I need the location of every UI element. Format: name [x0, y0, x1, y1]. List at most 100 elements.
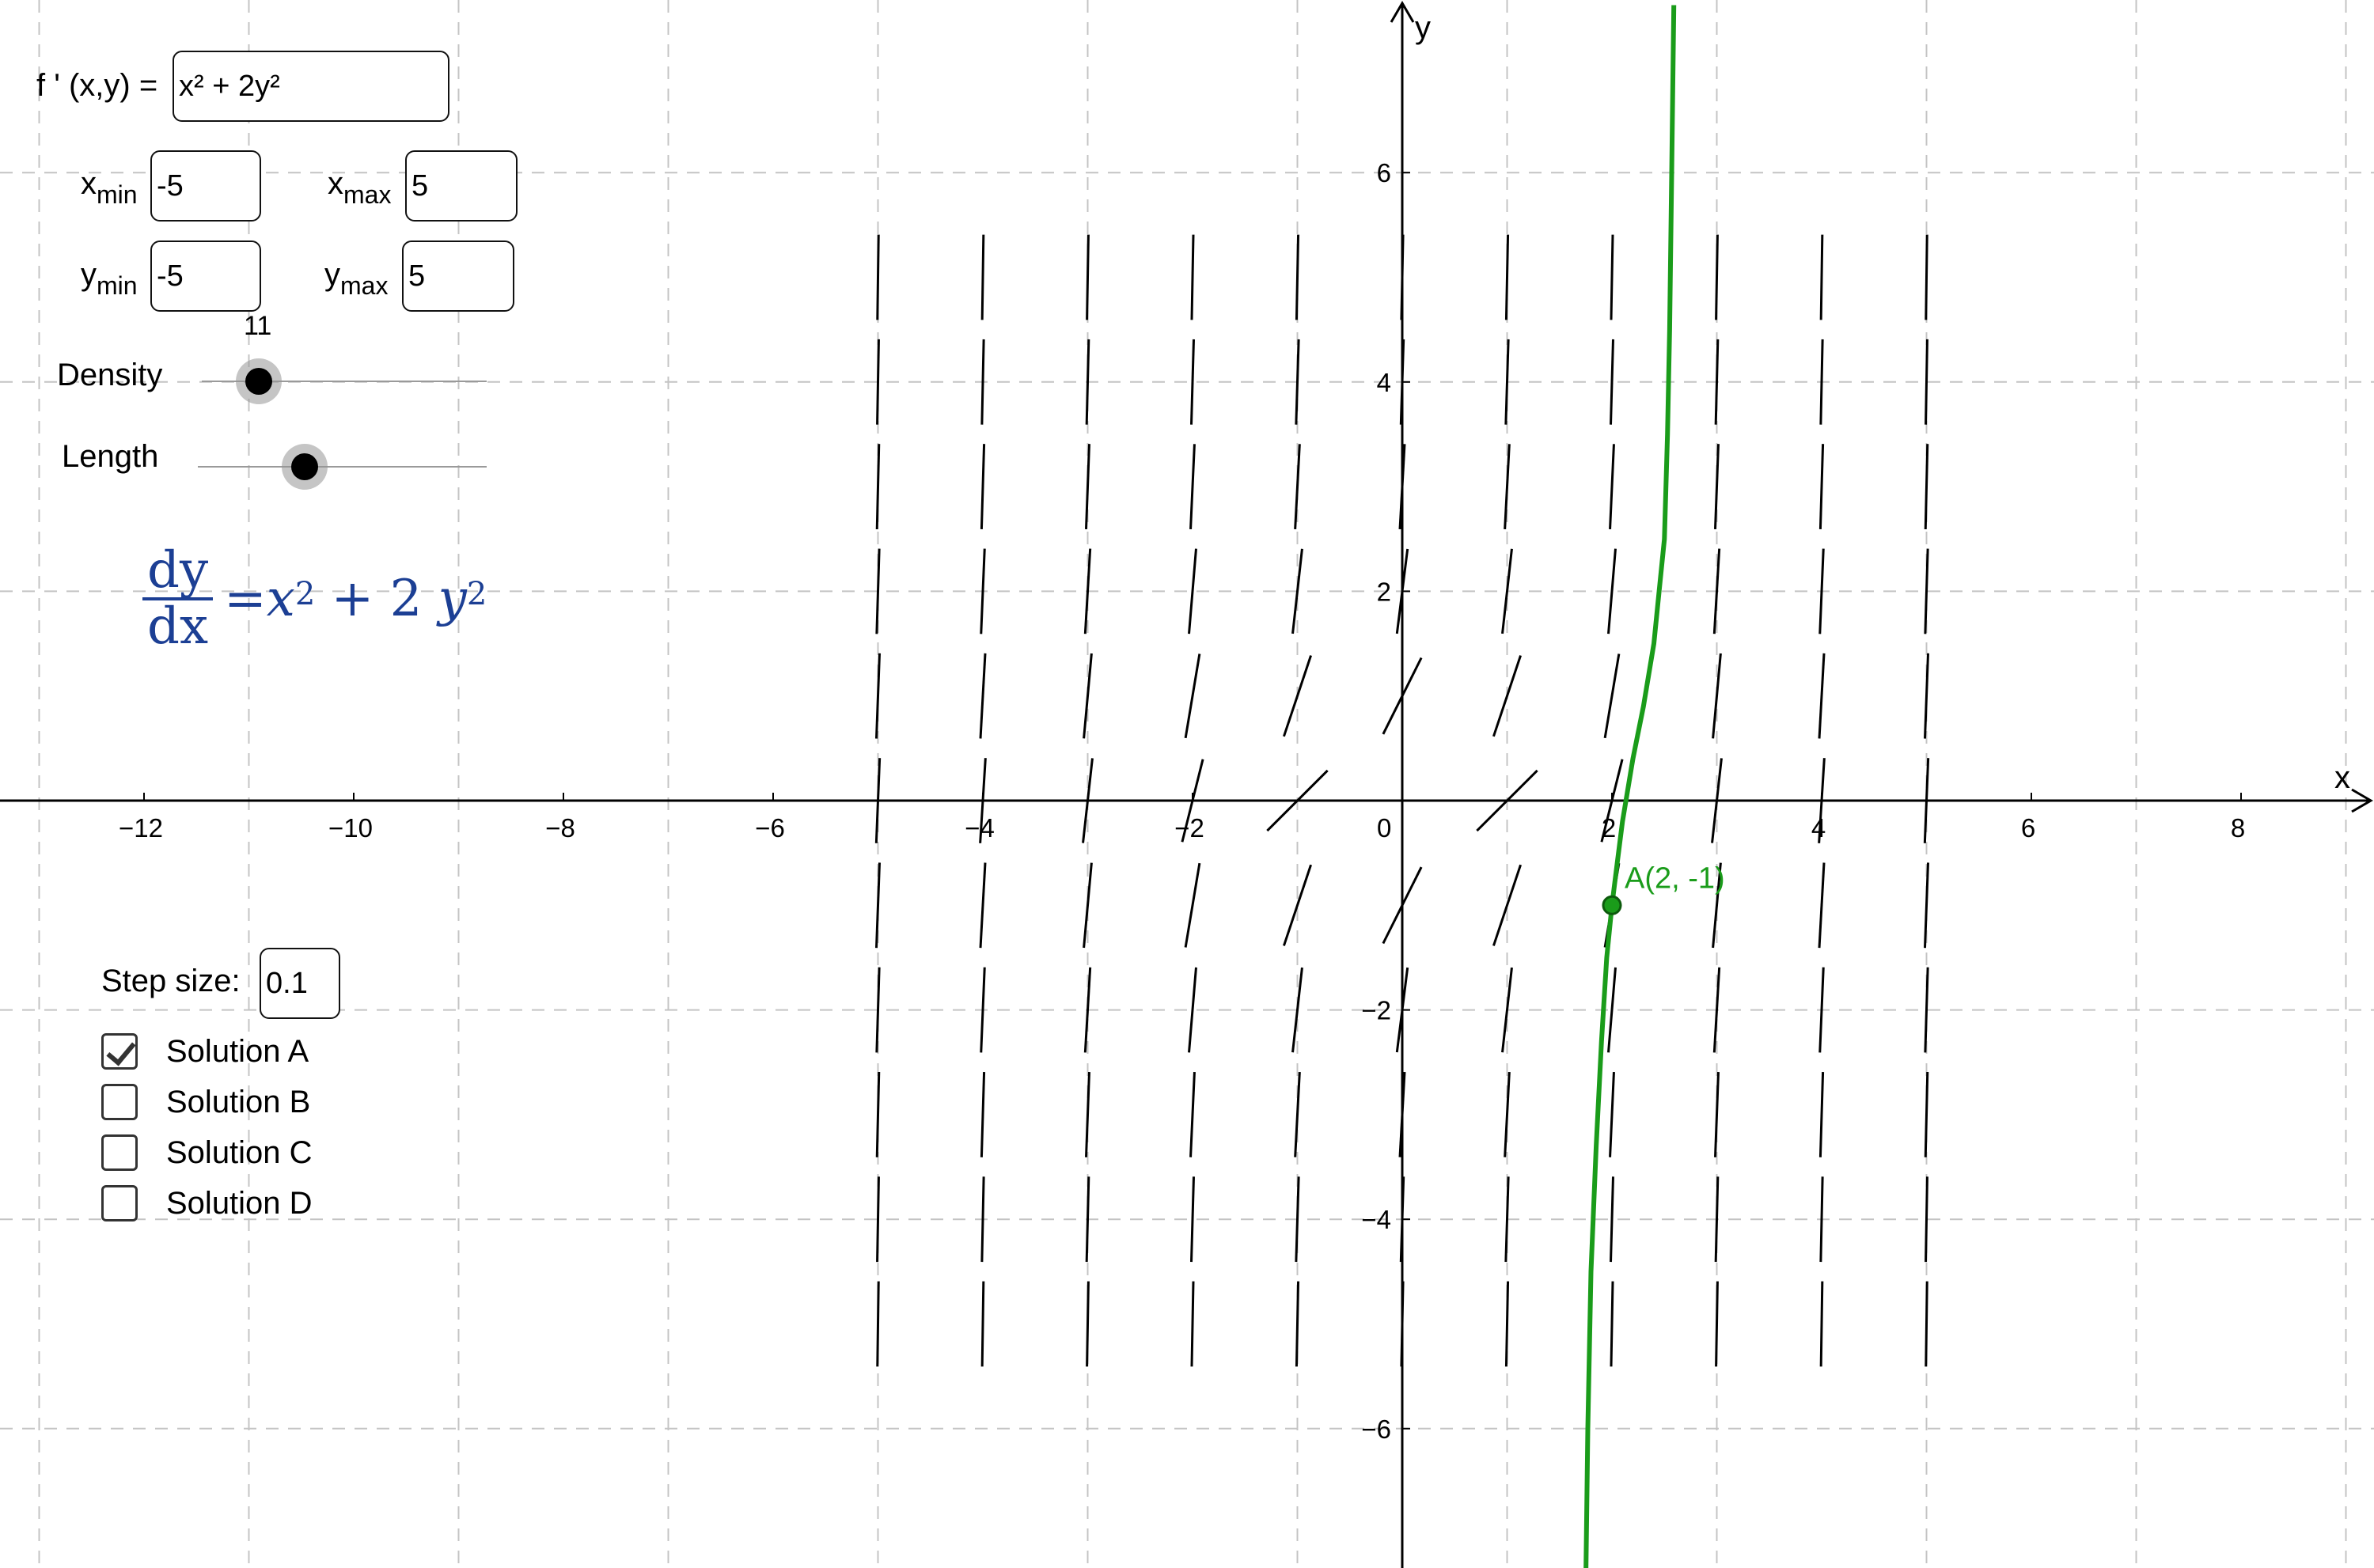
ymax-input[interactable] — [402, 241, 514, 312]
slope-segment — [1190, 1281, 1195, 1367]
slope-segment — [980, 1071, 986, 1157]
slope-segment — [1283, 864, 1312, 946]
equation-y: y — [438, 570, 467, 629]
slope-segment — [875, 967, 881, 1053]
slope-segment — [875, 653, 881, 739]
slope-segment — [1294, 444, 1301, 530]
slope-segment — [1818, 1071, 1825, 1157]
slope-segment — [1923, 758, 1930, 843]
slope-segment — [874, 758, 882, 843]
slope-segment — [980, 444, 986, 530]
solution-c-label: Solution C — [166, 1134, 313, 1170]
solution-a-toggle[interactable]: Solution A — [101, 1033, 309, 1070]
slope-segment — [980, 1176, 985, 1263]
xmin-input[interactable] — [150, 150, 261, 222]
slope-segment — [1399, 1176, 1405, 1263]
slope-segment — [1190, 234, 1195, 320]
slope-segment — [1395, 548, 1409, 634]
slope-segment — [1476, 769, 1538, 832]
density-slider-knob[interactable] — [236, 358, 282, 404]
x-axis-arrow — [2351, 788, 2373, 813]
length-slider[interactable] — [198, 443, 487, 490]
derivative-denominator: dx — [147, 597, 209, 657]
slope-segment — [1400, 1281, 1405, 1367]
slope-segment — [1086, 1281, 1090, 1367]
length-slider-knob[interactable] — [282, 444, 328, 490]
ymin-input[interactable] — [150, 241, 261, 312]
slope-segment — [875, 444, 881, 530]
solution-d-toggle[interactable]: Solution D — [101, 1185, 313, 1221]
length-label: Length — [62, 439, 159, 474]
slope-segment — [979, 862, 987, 949]
slope-segment — [1818, 758, 1826, 843]
slope-segment — [1501, 548, 1513, 634]
xmin-label: xmin — [81, 166, 138, 209]
length-slider-track[interactable] — [198, 466, 487, 468]
slope-segment — [1715, 1281, 1719, 1367]
slope-segment — [1295, 1281, 1300, 1367]
density-slider[interactable] — [202, 358, 487, 405]
slope-segment — [1712, 967, 1721, 1053]
slope-segment — [1610, 234, 1614, 320]
x-tick-label: −12 — [119, 813, 163, 843]
density-slider-track[interactable] — [202, 381, 487, 382]
slope-segment — [1924, 548, 1929, 634]
y-tick-label: −6 — [1361, 1415, 1391, 1444]
solution-c-checkbox[interactable] — [101, 1134, 138, 1171]
step-size-label: Step size: — [101, 964, 241, 998]
density-label: Density — [57, 358, 163, 392]
x-tick-label: −2 — [1174, 813, 1204, 843]
equation-plus-two: + 2 — [315, 570, 438, 629]
slope-segment — [876, 1176, 880, 1263]
slope-segment — [1083, 548, 1092, 634]
slope-segment — [1819, 1281, 1824, 1367]
slope-segment — [1492, 864, 1522, 946]
slope-segment — [1712, 862, 1722, 949]
slope-segment — [1924, 444, 1929, 530]
slope-segment — [1714, 1071, 1720, 1157]
slope-segment — [1501, 967, 1513, 1053]
solution-a-label: Solution A — [166, 1033, 309, 1069]
x-tick-label: −10 — [328, 813, 373, 843]
solution-b-toggle[interactable]: Solution B — [101, 1084, 310, 1120]
y-tick-label: 2 — [1377, 577, 1391, 606]
solution-d-label: Solution D — [166, 1185, 313, 1221]
function-input[interactable] — [173, 51, 449, 122]
point-a[interactable] — [1602, 895, 1622, 915]
slope-segment — [1181, 759, 1204, 843]
slope-segment — [1714, 339, 1720, 425]
solution-b-checkbox[interactable] — [101, 1084, 138, 1120]
slope-segment — [1190, 339, 1195, 425]
solution-d-checkbox[interactable] — [101, 1185, 138, 1221]
y-tick-label: −2 — [1361, 996, 1391, 1025]
solution-a-checkbox[interactable] — [101, 1033, 138, 1070]
slope-segment — [1295, 234, 1300, 320]
slope-segment — [1086, 234, 1090, 320]
equation-y-exponent: 2 — [466, 576, 487, 613]
slope-segment — [1925, 1281, 1928, 1367]
ymax-label: ymax — [324, 257, 389, 300]
slope-segment — [1189, 1071, 1196, 1157]
equation-x: x — [266, 570, 295, 629]
slope-segment — [980, 967, 986, 1053]
slope-segment — [1504, 1071, 1511, 1157]
slope-segment — [1711, 758, 1723, 843]
step-size-input[interactable] — [260, 948, 340, 1019]
slope-segment — [1492, 655, 1522, 737]
x-tick-label: −8 — [545, 813, 575, 843]
slope-segment — [1399, 339, 1405, 425]
solution-c-toggle[interactable]: Solution C — [101, 1134, 313, 1171]
slope-segment — [1607, 548, 1617, 634]
x-tick-label: 2 — [1602, 813, 1616, 843]
slope-segment — [1818, 967, 1825, 1053]
slope-segment — [1382, 866, 1423, 945]
xmax-input[interactable] — [405, 150, 518, 222]
slope-segment — [1924, 653, 1929, 739]
slope-segment — [1190, 1176, 1195, 1263]
slope-segment — [1925, 234, 1928, 320]
slope-segment — [1291, 548, 1303, 634]
x-axis-label: x — [2334, 760, 2350, 795]
